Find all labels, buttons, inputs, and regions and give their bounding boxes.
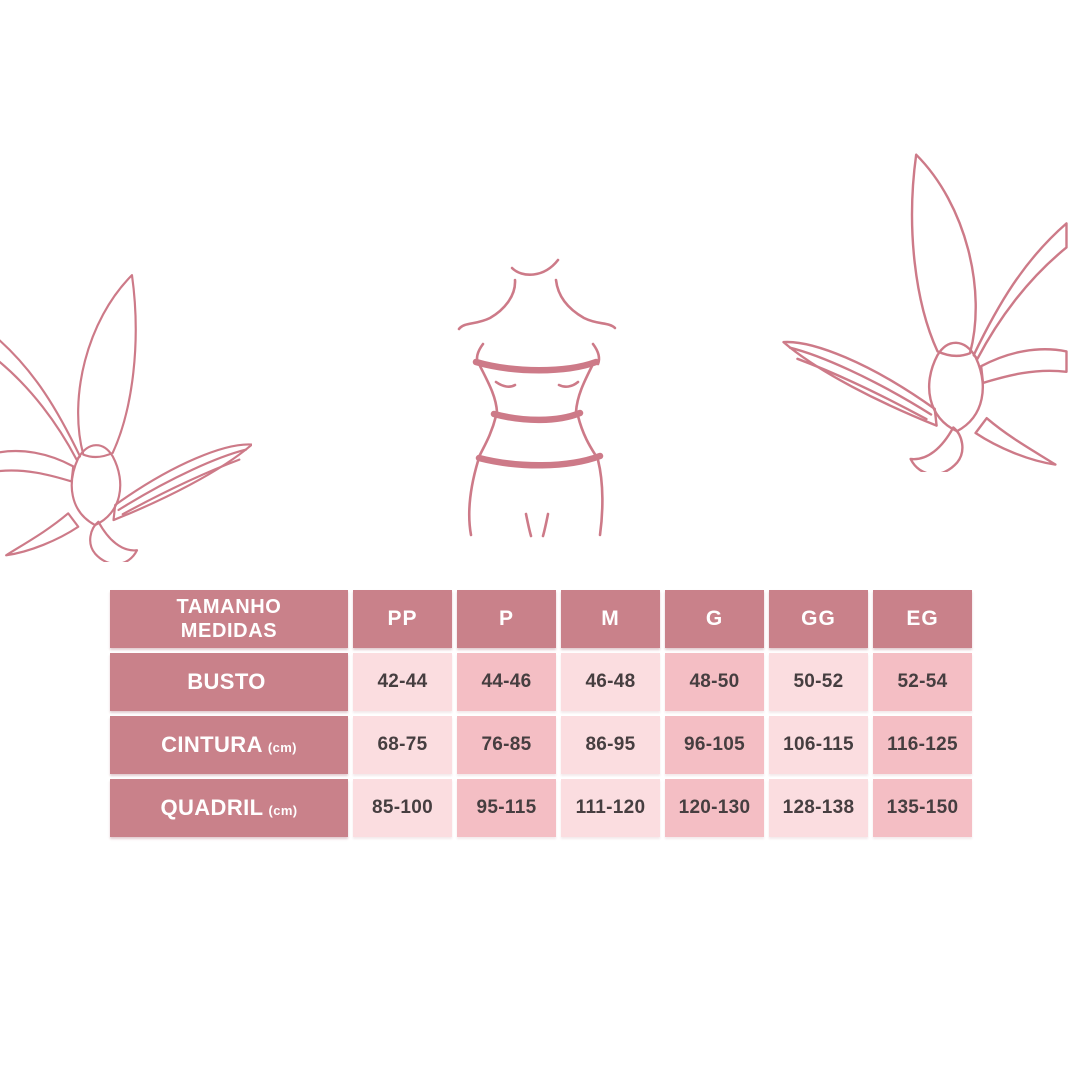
corner-header-line2: MEDIDAS (180, 620, 278, 642)
row-label-text: QUADRIL (160, 795, 264, 820)
busto-eg: 52-54 (873, 653, 972, 711)
row-label-quadril: QUADRIL (cm) (110, 779, 348, 837)
quadril-p: 95-115 (457, 779, 556, 837)
busto-g: 48-50 (665, 653, 764, 711)
flower-left-icon (0, 260, 252, 562)
size-header-eg: EG (873, 590, 972, 648)
row-unit: (cm) (268, 802, 298, 818)
size-table: TAMANHO MEDIDAS PP P M G GG EG BUSTO 42-… (110, 590, 972, 837)
cintura-p: 76-85 (457, 716, 556, 774)
size-header-g: G (665, 590, 764, 648)
corner-header-line1: TAMANHO (176, 596, 282, 618)
busto-p: 44-46 (457, 653, 556, 711)
size-header-m: M (561, 590, 660, 648)
cintura-m: 86-95 (561, 716, 660, 774)
size-header-gg: GG (769, 590, 868, 648)
cintura-g: 96-105 (665, 716, 764, 774)
row-label-busto: BUSTO (110, 653, 348, 711)
row-label-text: CINTURA (161, 732, 263, 757)
quadril-eg: 135-150 (873, 779, 972, 837)
busto-gg: 50-52 (769, 653, 868, 711)
busto-pp: 42-44 (353, 653, 452, 711)
flower-right-icon (764, 138, 1080, 472)
table-corner-header: TAMANHO MEDIDAS (110, 590, 348, 648)
row-label-text: BUSTO (187, 669, 266, 694)
row-label-cintura: CINTURA (cm) (110, 716, 348, 774)
size-header-pp: PP (353, 590, 452, 648)
cintura-gg: 106-115 (769, 716, 868, 774)
quadril-gg: 128-138 (769, 779, 868, 837)
busto-m: 46-48 (561, 653, 660, 711)
torso-measurement-icon (452, 256, 624, 548)
quadril-g: 120-130 (665, 779, 764, 837)
cintura-pp: 68-75 (353, 716, 452, 774)
row-unit: (cm) (267, 739, 297, 755)
quadril-pp: 85-100 (353, 779, 452, 837)
size-header-p: P (457, 590, 556, 648)
quadril-m: 111-120 (561, 779, 660, 837)
cintura-eg: 116-125 (873, 716, 972, 774)
